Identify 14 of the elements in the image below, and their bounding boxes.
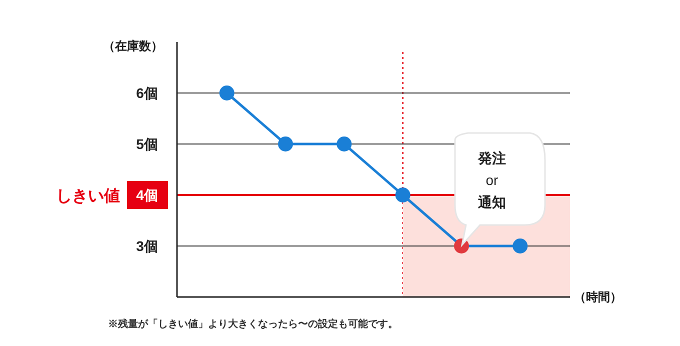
annotation: 発注 or 通知 [477, 150, 506, 210]
y-tick-label: 6個 [136, 85, 158, 101]
point [219, 86, 234, 100]
point [512, 238, 528, 254]
ref-line-label: しきい値 [56, 187, 120, 205]
point [336, 136, 352, 152]
y-tick-label: 3個 [136, 238, 158, 254]
y-tick-label: 5個 [136, 136, 158, 152]
point [278, 136, 294, 152]
y-axis-title: （在庫数） [103, 39, 163, 53]
x-axis-title: （時間） [574, 290, 622, 304]
text: ※残量が「しきい値」より大きくなったら〜の設定も可能です。 [108, 318, 398, 330]
point [395, 188, 410, 202]
y-tick-label: 4個 [136, 187, 158, 203]
